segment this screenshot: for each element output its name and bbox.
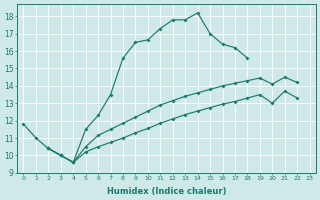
X-axis label: Humidex (Indice chaleur): Humidex (Indice chaleur) [107,187,226,196]
